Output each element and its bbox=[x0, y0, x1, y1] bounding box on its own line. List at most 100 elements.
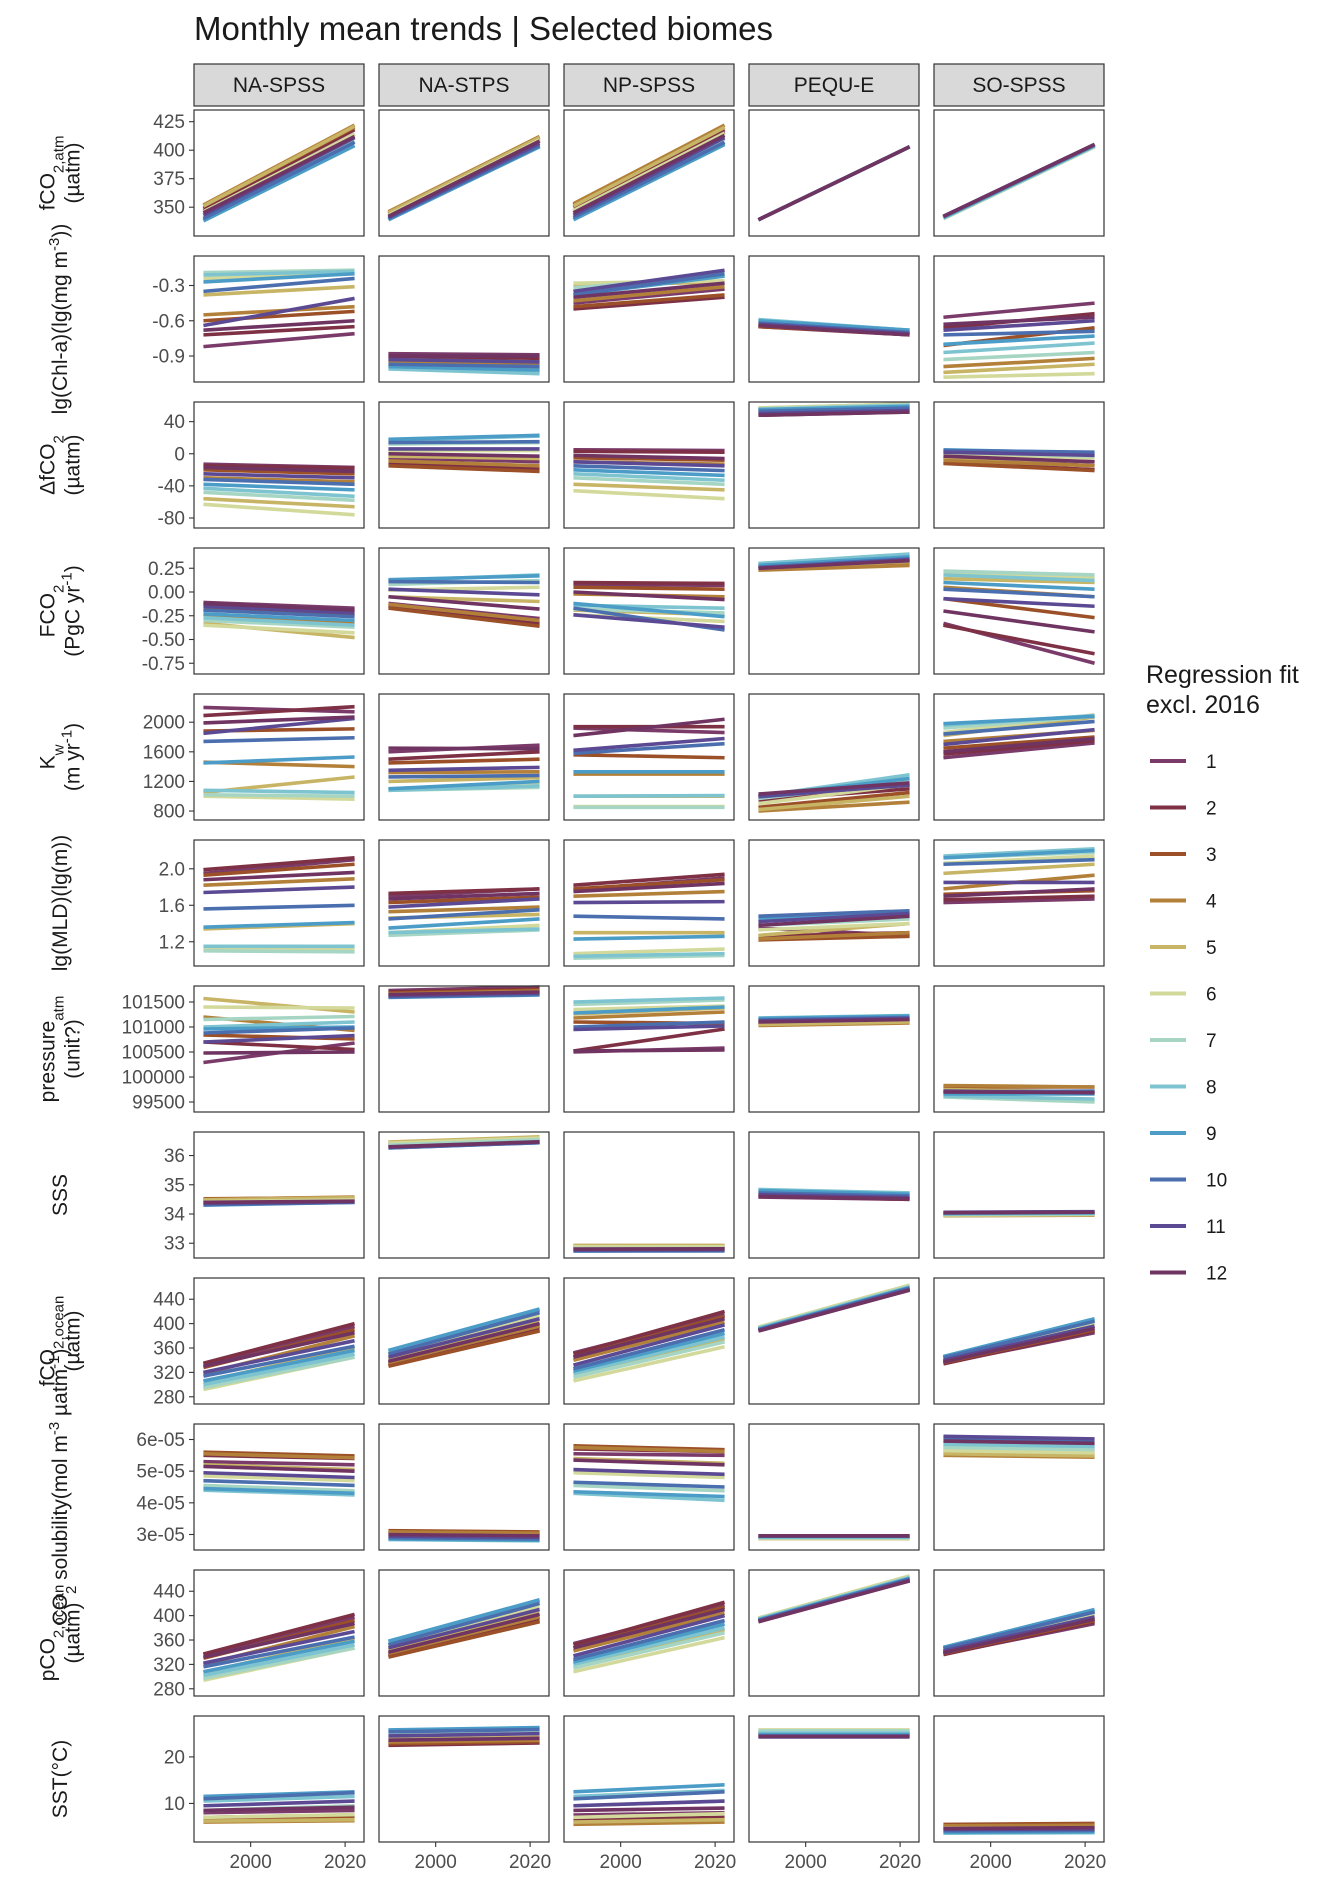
label-text: (mol m bbox=[49, 1435, 72, 1499]
regression-line bbox=[573, 951, 725, 959]
y-axis-title-line: pressureatm bbox=[37, 996, 68, 1103]
y-tick-label: 4e-05 bbox=[136, 1493, 185, 1514]
facet-panel bbox=[748, 1423, 920, 1551]
regression-line bbox=[758, 406, 910, 414]
regression-line bbox=[203, 920, 355, 929]
panel-border bbox=[748, 547, 920, 675]
label-text: ) bbox=[62, 723, 85, 730]
facet-panel bbox=[193, 985, 365, 1113]
regression-line bbox=[203, 1005, 355, 1010]
subscript: 2,ocean bbox=[50, 1296, 67, 1349]
regression-line bbox=[203, 482, 355, 492]
y-axis-title-line: (PgC yr-1) bbox=[58, 565, 85, 657]
regression-line bbox=[943, 727, 1095, 747]
regression-line bbox=[758, 1188, 910, 1196]
panel-background bbox=[749, 110, 919, 236]
regression-line bbox=[203, 903, 355, 911]
x-tick-label: 2000 bbox=[600, 1852, 642, 1873]
facet-strip bbox=[933, 63, 1105, 107]
label-text: (PgC yr bbox=[62, 586, 85, 657]
regression-line bbox=[203, 1621, 355, 1659]
regression-line bbox=[573, 1340, 725, 1380]
regression-line bbox=[203, 788, 355, 795]
legend-title: excl. 2016 bbox=[1146, 691, 1260, 719]
regression-line bbox=[203, 1355, 355, 1390]
regression-line bbox=[388, 454, 540, 461]
regression-line bbox=[202, 124, 356, 208]
regression-line bbox=[388, 1321, 540, 1364]
facet-panel bbox=[193, 1277, 365, 1405]
regression-line bbox=[758, 914, 910, 928]
regression-line bbox=[943, 862, 1095, 876]
facet-panel bbox=[933, 693, 1105, 821]
regression-line bbox=[573, 1320, 725, 1362]
regression-line bbox=[758, 323, 910, 337]
regression-line bbox=[203, 269, 355, 277]
facet-strip bbox=[378, 63, 550, 107]
regression-line bbox=[203, 1639, 355, 1674]
facet-panel bbox=[933, 401, 1105, 529]
regression-line bbox=[943, 1326, 1095, 1364]
regression-line bbox=[573, 1020, 725, 1029]
regression-line bbox=[943, 1439, 1095, 1446]
panel-border bbox=[378, 401, 550, 529]
facet-strip bbox=[748, 63, 920, 107]
regression-line bbox=[388, 433, 540, 442]
panel-border bbox=[563, 693, 735, 821]
regression-line bbox=[573, 585, 725, 591]
regression-line bbox=[388, 587, 540, 597]
y-axis-title: FCO2(PgC yr-1) bbox=[37, 565, 85, 657]
label-text: lg(Chl-a) bbox=[49, 334, 72, 415]
regression-line bbox=[943, 1617, 1095, 1655]
regression-line bbox=[203, 715, 355, 725]
label-text: (unit?) bbox=[62, 1019, 85, 1079]
label-text: (lg(m)) bbox=[49, 835, 72, 897]
regression-line bbox=[387, 1307, 541, 1353]
facet-panel bbox=[563, 255, 735, 383]
regression-line bbox=[203, 1470, 355, 1480]
label-text: K bbox=[37, 755, 60, 769]
panel-border bbox=[378, 985, 550, 1113]
panel-border bbox=[193, 985, 365, 1113]
regression-line bbox=[943, 719, 1095, 736]
panel-border bbox=[563, 1423, 735, 1551]
regression-line bbox=[388, 459, 540, 468]
regression-line bbox=[943, 350, 1095, 362]
regression-line bbox=[388, 1530, 540, 1536]
y-axis-title-line: (m yr-1) bbox=[58, 723, 85, 791]
regression-line bbox=[573, 1491, 725, 1503]
y-axis-title-line: ΔfCO2 bbox=[37, 435, 68, 495]
panel-border bbox=[563, 839, 735, 967]
facet-panel bbox=[563, 1715, 735, 1843]
regression-line bbox=[203, 1040, 355, 1052]
facet-panel bbox=[378, 985, 550, 1113]
regression-line bbox=[572, 1327, 726, 1371]
regression-line bbox=[203, 1794, 355, 1803]
regression-line bbox=[573, 726, 725, 735]
facet-panel bbox=[563, 839, 735, 967]
regression-line bbox=[203, 496, 355, 509]
regression-line bbox=[388, 917, 540, 930]
panel-background bbox=[749, 256, 919, 382]
facet-panel bbox=[933, 1423, 1105, 1551]
y-axis-title: pressureatm(unit?) bbox=[37, 996, 85, 1103]
regression-line bbox=[943, 596, 1095, 620]
regression-line bbox=[573, 1445, 725, 1454]
regression-line bbox=[943, 848, 1095, 860]
panel-border bbox=[193, 1715, 365, 1843]
facet-panel bbox=[748, 1277, 920, 1405]
regression-line bbox=[758, 781, 910, 796]
regression-line bbox=[388, 895, 540, 905]
regression-line bbox=[943, 738, 1095, 756]
facet-panel bbox=[563, 1131, 735, 1259]
regression-line bbox=[388, 367, 540, 376]
facet-panel bbox=[378, 401, 550, 529]
regression-line bbox=[388, 451, 540, 458]
y-tick-label: 440 bbox=[153, 1290, 185, 1311]
facet-panel bbox=[748, 547, 920, 675]
y-tick-label: 320 bbox=[153, 1655, 185, 1676]
facet-strip bbox=[563, 63, 735, 107]
regression-line bbox=[573, 601, 725, 619]
regression-line bbox=[203, 490, 355, 503]
